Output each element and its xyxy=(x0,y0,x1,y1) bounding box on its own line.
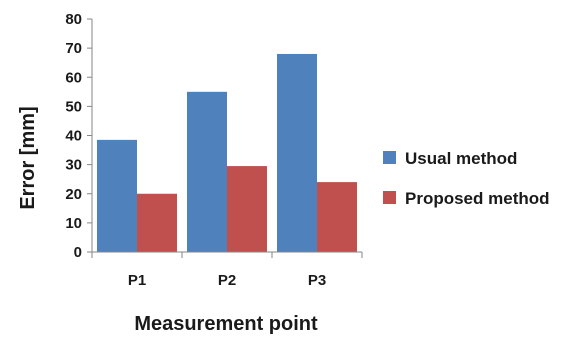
y-tick-label: 70 xyxy=(65,40,82,57)
y-axis-title: Error [mm] xyxy=(17,106,39,209)
y-tick-label: 40 xyxy=(65,128,82,145)
legend-label: Proposed method xyxy=(405,189,550,208)
x-tick-label: P2 xyxy=(218,272,236,289)
bar-usual-method-p2 xyxy=(187,91,227,252)
x-axis-title: Measurement point xyxy=(134,313,318,335)
bar-usual-method-p3 xyxy=(277,53,317,253)
bar-proposed-method-p3 xyxy=(317,182,357,252)
y-tick-label: 20 xyxy=(65,186,82,203)
legend-swatch xyxy=(383,151,396,164)
x-tick-label: P1 xyxy=(128,272,146,289)
bar-proposed-method-p2 xyxy=(227,166,267,252)
y-tick-label: 0 xyxy=(74,244,82,261)
x-axis-ticks: P1 P2 P3 xyxy=(91,252,363,289)
x-tick-label: P3 xyxy=(308,272,326,289)
legend: Usual method Proposed method xyxy=(383,149,550,208)
y-tick-label: 60 xyxy=(65,69,82,86)
bar-usual-method-p1 xyxy=(97,139,137,252)
y-tick-label: 50 xyxy=(65,98,82,115)
bars xyxy=(97,53,357,253)
legend-label: Usual method xyxy=(405,149,517,168)
y-tick-label: 10 xyxy=(65,215,82,232)
legend-swatch xyxy=(383,191,396,204)
y-axis-ticks: 0 10 20 30 40 50 60 70 80 xyxy=(65,11,92,261)
y-tick-label: 80 xyxy=(65,11,82,28)
bar-proposed-method-p1 xyxy=(137,193,177,252)
y-tick-label: 30 xyxy=(65,157,82,174)
